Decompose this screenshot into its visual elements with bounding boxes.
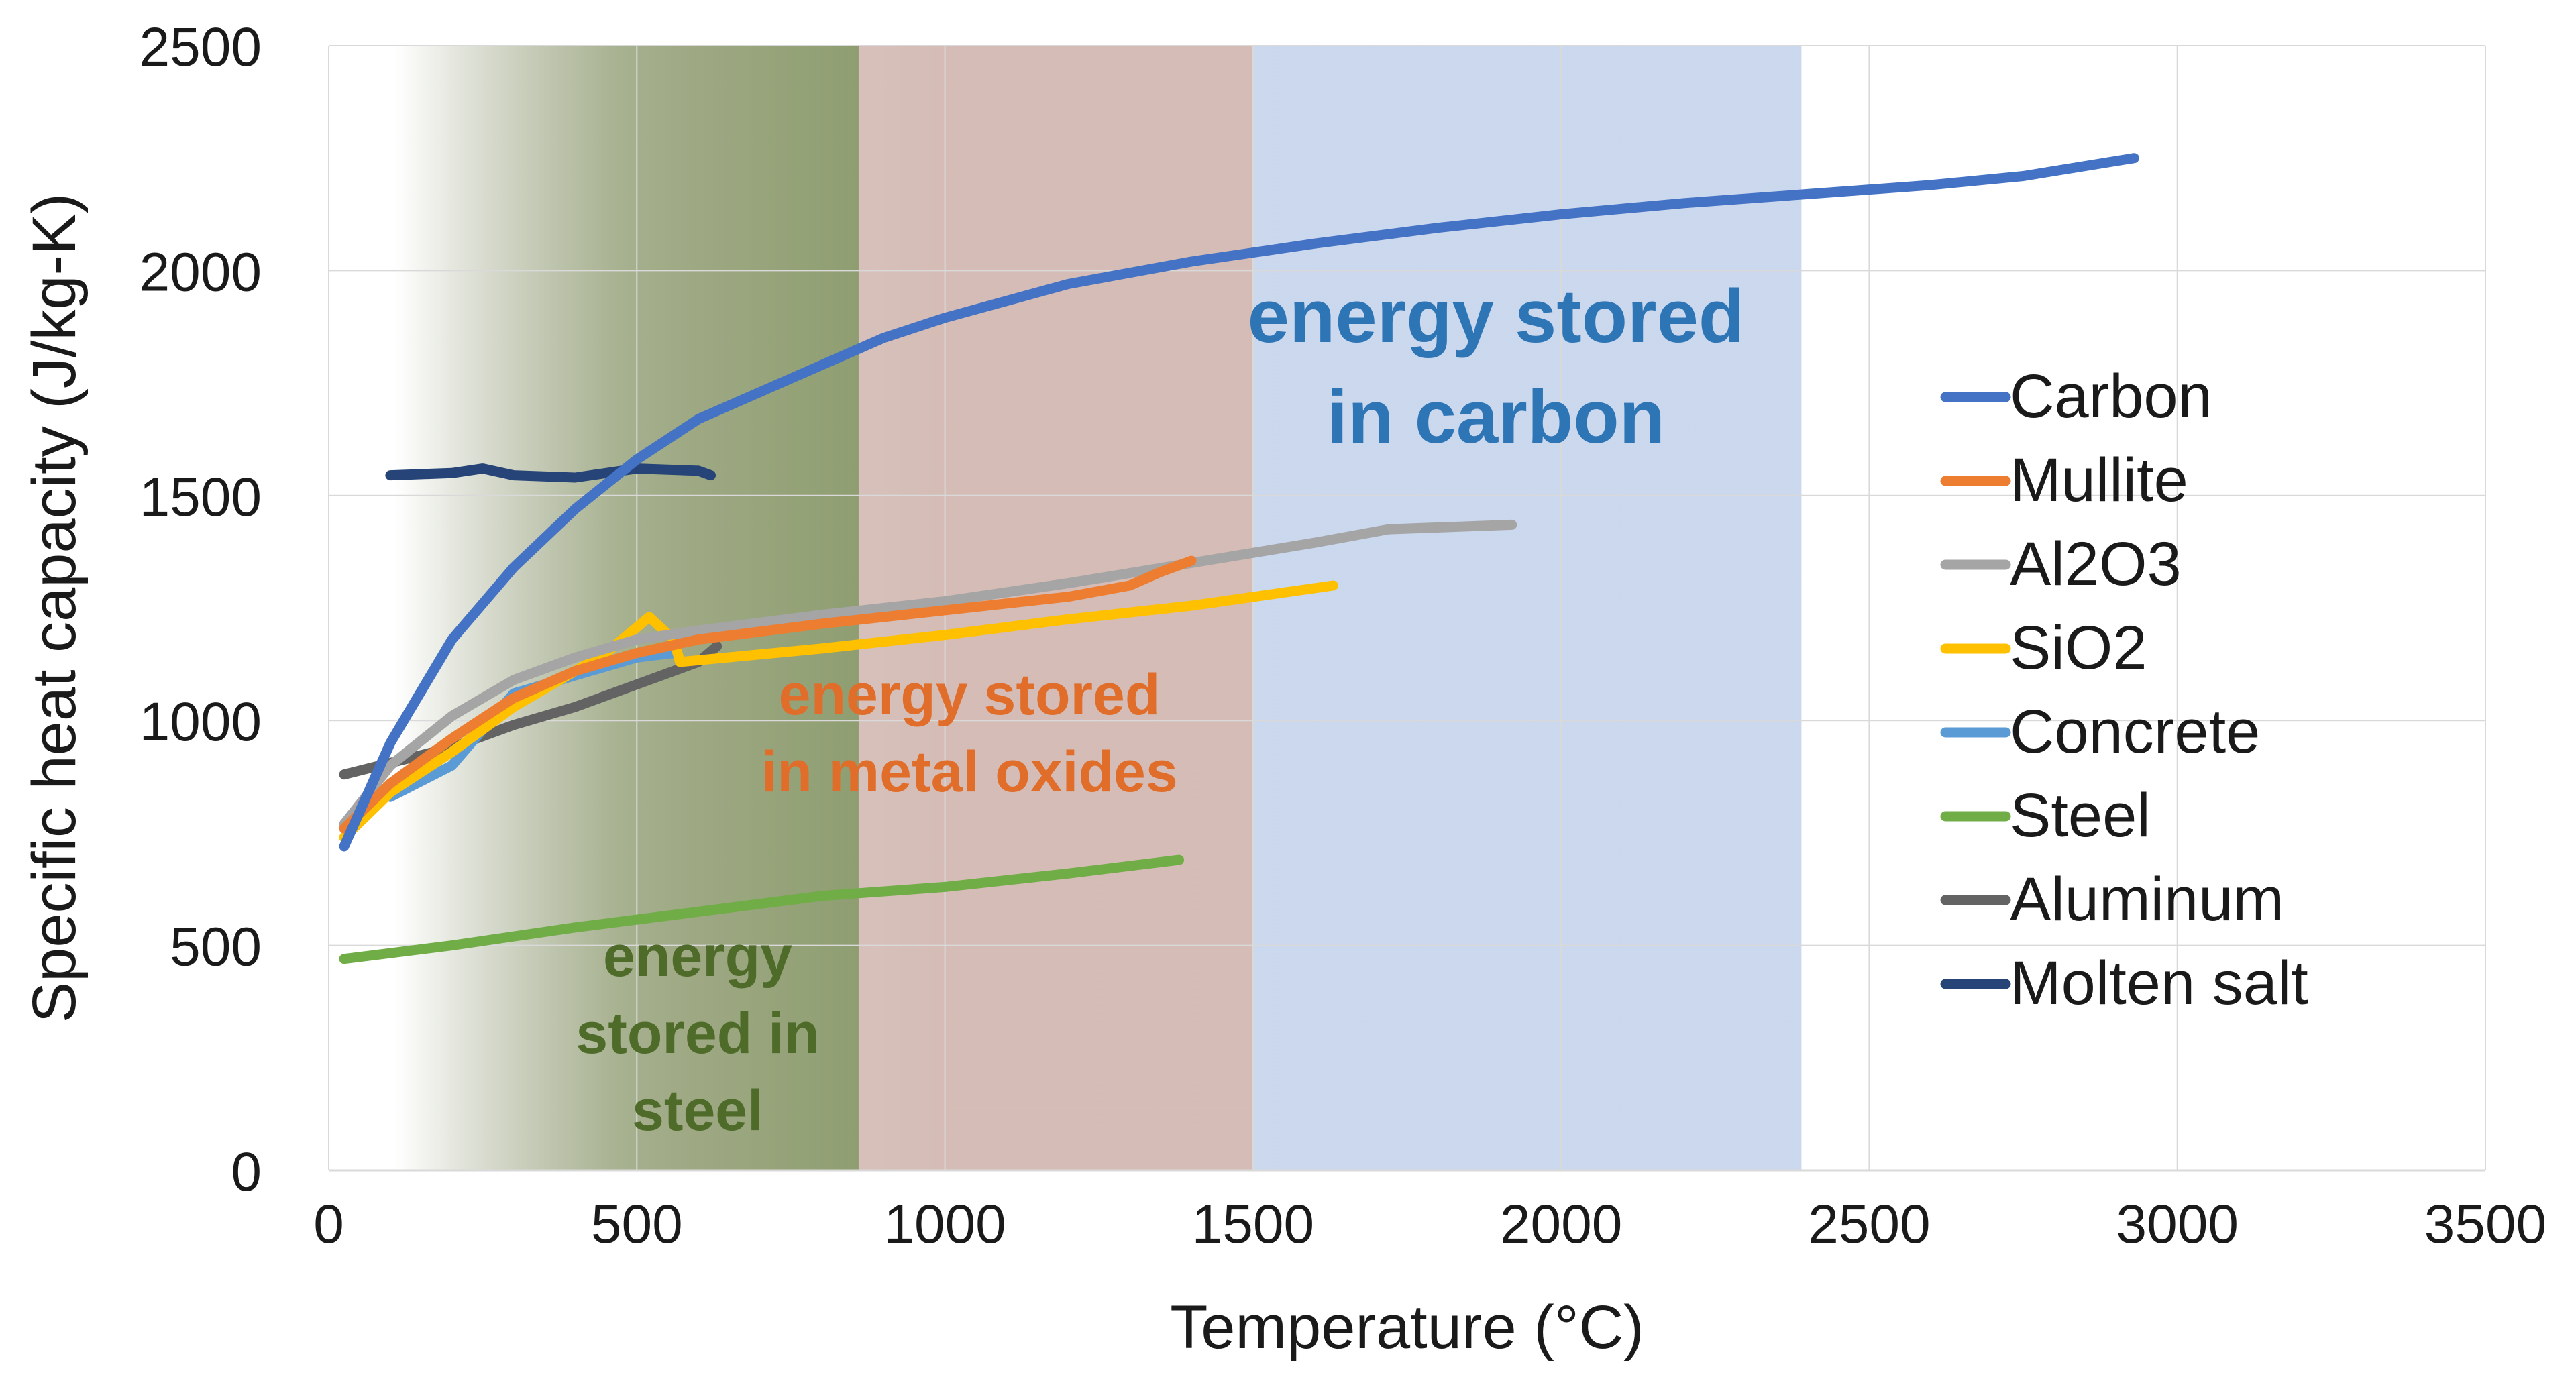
y-tick-label: 2000 xyxy=(140,241,262,302)
series-line-mullite xyxy=(339,555,1197,834)
x-tick-label: 500 xyxy=(591,1194,683,1255)
y-axis-title: Specific heat capacity (J/kg-K) xyxy=(20,193,89,1023)
axis-titles: Temperature (°C) Specific heat capacity (… xyxy=(20,193,1644,1362)
region-label-steel: energy xyxy=(603,924,792,989)
grid-lines xyxy=(329,45,2486,1170)
x-tick-label: 2500 xyxy=(1808,1194,1930,1255)
x-tick-label: 3500 xyxy=(2424,1194,2546,1255)
legend-label-mullite: Mullite xyxy=(2010,446,2188,514)
x-tick-label: 0 xyxy=(313,1194,344,1255)
y-tick-label: 0 xyxy=(231,1142,262,1203)
x-tick-label: 2000 xyxy=(1500,1194,1622,1255)
axes: 0 500 1000 1500 2000 2500 3000 3500 0 500 1000 1500… xyxy=(140,17,2547,1255)
region-label-carbon: energy stored xyxy=(1248,274,1745,358)
region-steel xyxy=(329,46,859,1170)
x-tick-label: 3000 xyxy=(2116,1194,2239,1255)
series-line-carbon xyxy=(339,153,2139,852)
region-label-metal-oxides: in metal oxides xyxy=(761,740,1177,804)
legend: Carbon Mullite Al2O3 SiO2 Concrete Steel Alumi… xyxy=(1940,362,2308,1017)
series-lines xyxy=(339,153,2139,964)
x-axis-title: Temperature (°C) xyxy=(1170,1293,1644,1362)
shaded-regions xyxy=(329,46,1802,1170)
legend-label-carbon: Carbon xyxy=(2010,362,2212,431)
y-tick-label: 1500 xyxy=(140,467,262,528)
legend-label-concrete: Concrete xyxy=(2010,698,2260,766)
x-tick-label: 1000 xyxy=(883,1194,1006,1255)
y-tick-label: 2500 xyxy=(140,17,262,78)
legend-label-molten-salt: Molten salt xyxy=(2010,949,2308,1017)
region-label-metal-oxides: energy stored xyxy=(779,663,1161,727)
series-line-molten-salt xyxy=(385,463,716,483)
legend-label-steel: Steel xyxy=(2010,781,2151,850)
series-line-al2o3 xyxy=(339,519,1517,829)
legend-label-aluminum: Aluminum xyxy=(2010,865,2284,934)
region-label-carbon: in carbon xyxy=(1327,375,1665,459)
region-label-steel: steel xyxy=(632,1078,763,1143)
x-tick-label: 1500 xyxy=(1192,1194,1314,1255)
legend-label-al2o3: Al2O3 xyxy=(2010,530,2182,598)
region-labels: energy stored in carbon energy stored in me… xyxy=(576,274,1744,1143)
series-line-steel xyxy=(339,854,1185,964)
y-tick-label: 1000 xyxy=(140,692,262,753)
y-tick-label: 500 xyxy=(170,917,262,978)
region-label-steel: stored in xyxy=(576,1001,819,1066)
legend-label-sio2: SiO2 xyxy=(2010,614,2147,682)
series-line-sio2 xyxy=(339,580,1338,843)
